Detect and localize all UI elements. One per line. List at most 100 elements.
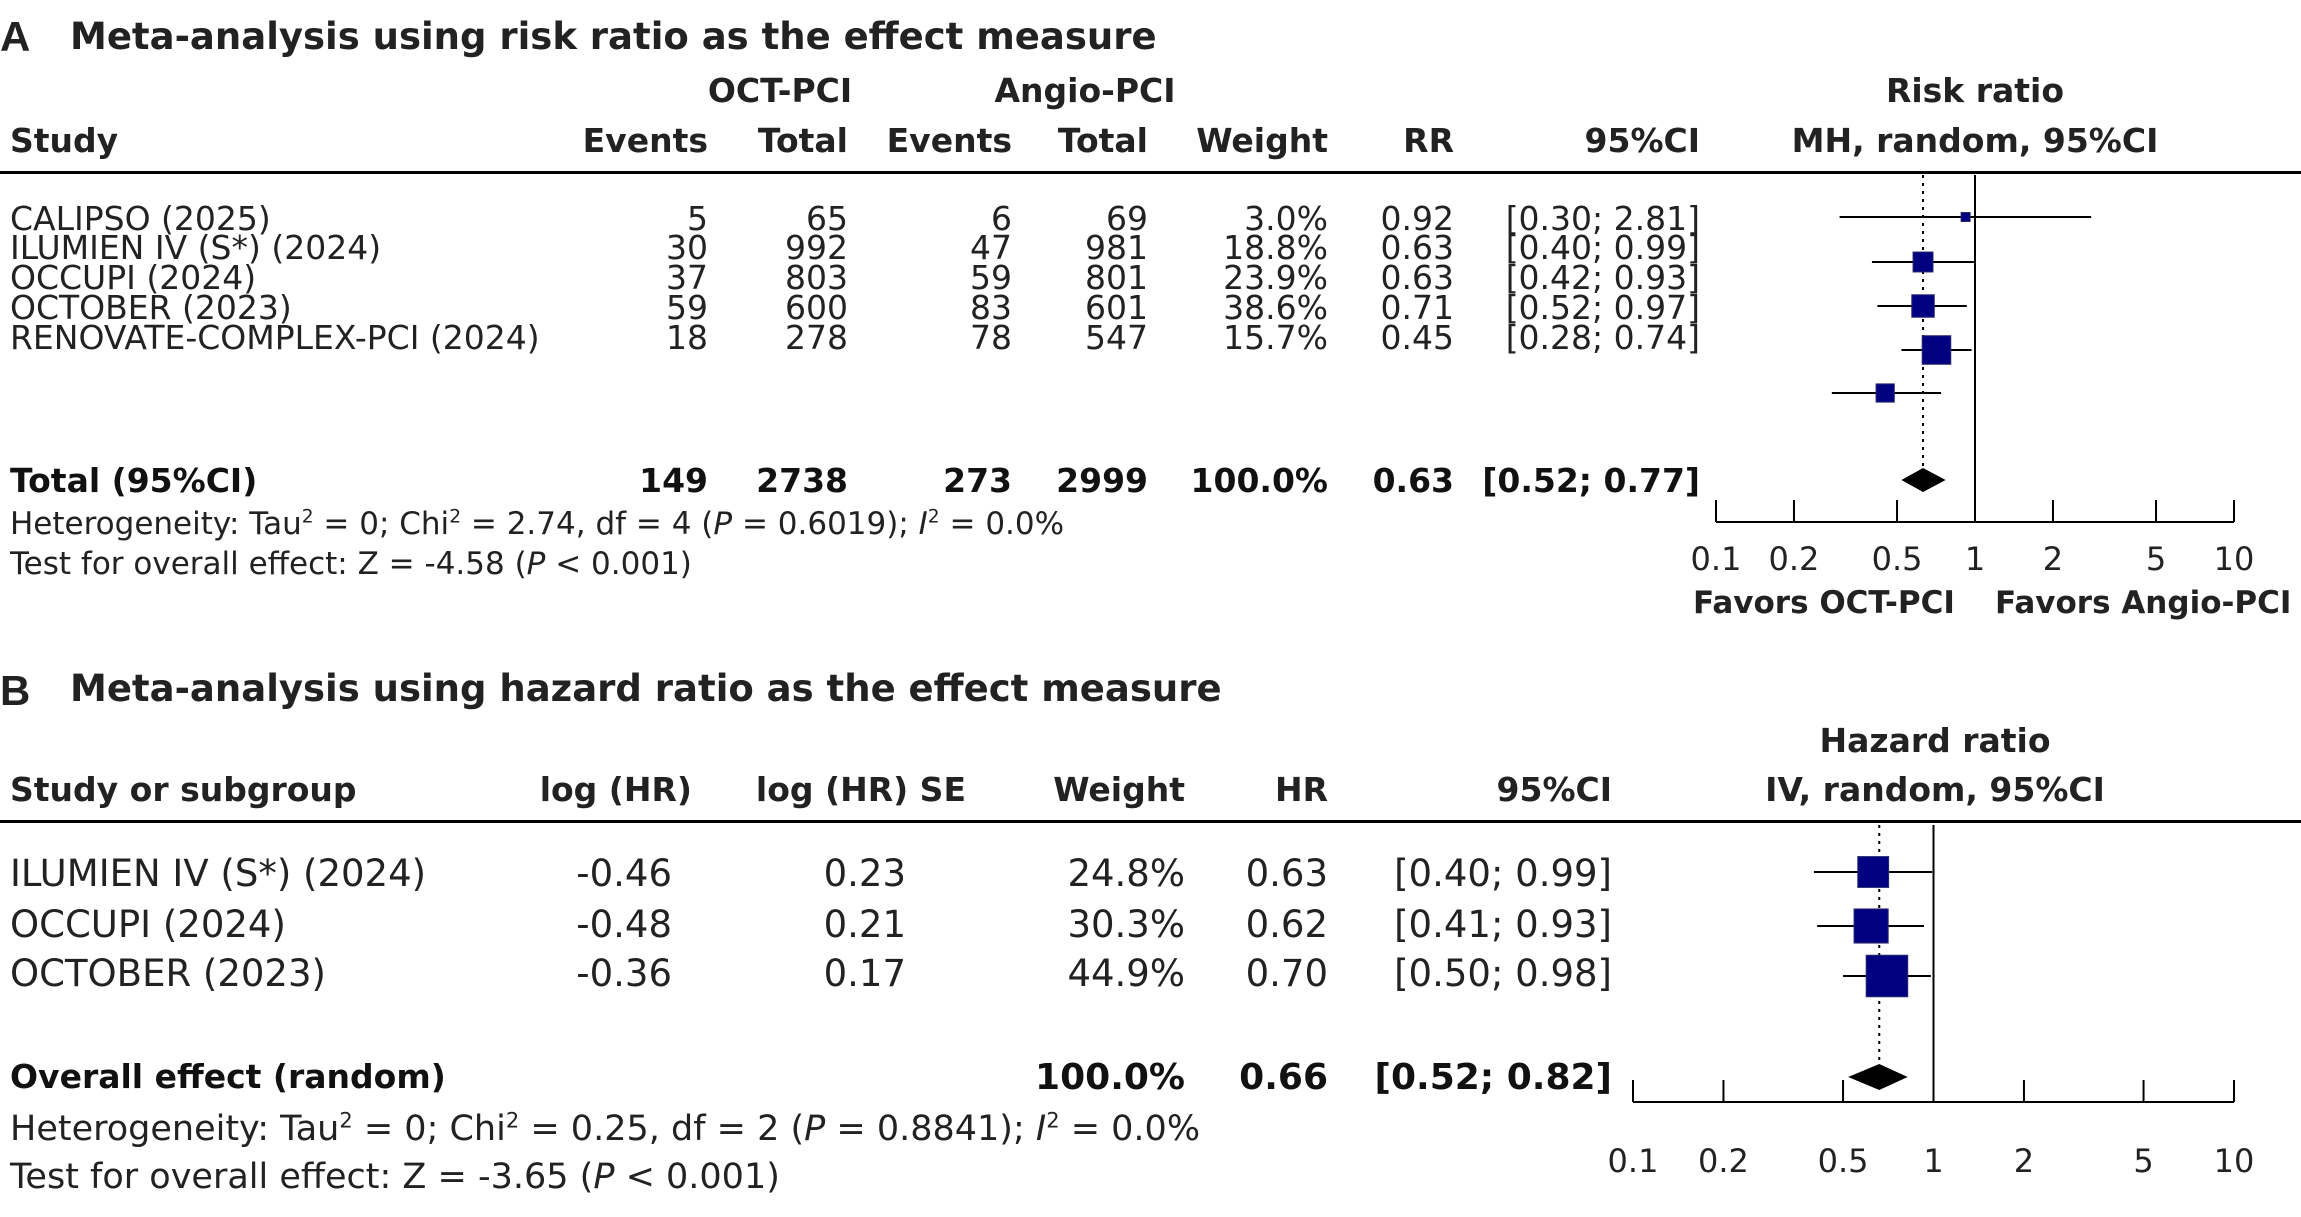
- x-tick-label: 1: [1965, 540, 1985, 578]
- weight-box: [1960, 212, 1971, 222]
- favors-left: Favors OCT-PCI: [1693, 585, 1955, 621]
- pooled-diamond: [1848, 1064, 1908, 1090]
- x-tick-label: 0.2: [1769, 540, 1820, 578]
- weight-box: [1912, 251, 1934, 273]
- study-name: OCCUPI (2024): [10, 258, 257, 297]
- header-b-se: log (HR) SE: [755, 770, 966, 809]
- events2-cell: 78: [970, 318, 1012, 357]
- ci-cell: [0.52; 0.97]: [1505, 288, 1700, 327]
- events2-cell: 6: [991, 199, 1012, 238]
- ci-cell: [0.40; 0.99]: [1505, 228, 1700, 267]
- plot-b-title: Hazard ratio: [1819, 721, 2051, 760]
- events2-cell: 47: [970, 228, 1012, 267]
- x-tick-label: 2: [2014, 1142, 2034, 1180]
- se-cell: 0.21: [823, 903, 906, 946]
- panel-b-title: Meta-analysis using hazard ratio as the …: [70, 667, 1222, 710]
- weight-box: [1857, 856, 1890, 888]
- total-ci: [0.52; 0.77]: [1482, 461, 1700, 500]
- header-study: Study: [10, 121, 119, 160]
- total1-cell: 278: [785, 318, 848, 357]
- ci-cell: [0.40; 0.99]: [1394, 852, 1612, 895]
- events2-cell: 83: [970, 288, 1012, 327]
- study-name: ILUMIEN IV (S*) (2024): [10, 852, 427, 895]
- x-tick-label: 10: [2214, 1142, 2255, 1180]
- hr-cell: 0.70: [1245, 952, 1328, 995]
- header-b-weight: Weight: [1053, 770, 1185, 809]
- total2-cell: 981: [1085, 228, 1148, 267]
- x-tick-label: 0.2: [1698, 1142, 1749, 1180]
- overall-b-weight: 100.0%: [1035, 1057, 1185, 1098]
- header-events2: Events: [886, 121, 1012, 160]
- header-group1: OCT-PCI: [707, 71, 853, 110]
- rr-cell: 0.92: [1380, 199, 1454, 238]
- ci-cell: [0.30; 2.81]: [1505, 199, 1700, 238]
- weight-cell: 38.6%: [1223, 288, 1328, 327]
- panel-a-overall-test: Test for overall effect: Z = -4.58 (P < …: [10, 546, 692, 582]
- total1-cell: 992: [785, 228, 848, 267]
- panel-b-heterogeneity: Heterogeneity: Tau2 = 0; Chi2 = 0.25, df…: [10, 1108, 1201, 1149]
- se-cell: 0.17: [823, 952, 906, 995]
- study-name: OCCUPI (2024): [10, 903, 286, 946]
- ci-cell: [0.50; 0.98]: [1394, 952, 1612, 995]
- weight-box: [1865, 954, 1909, 998]
- weight-box: [1875, 383, 1895, 403]
- rr-cell: 0.71: [1380, 288, 1454, 327]
- header-ci: 95%CI: [1584, 121, 1700, 160]
- x-tick-label: 0.5: [1872, 540, 1923, 578]
- plot-a-title: Risk ratio: [1885, 71, 2065, 110]
- events1-cell: 30: [666, 228, 708, 267]
- total-events1: 149: [639, 461, 708, 500]
- hr-cell: 0.62: [1245, 903, 1328, 946]
- header-b-ci: 95%CI: [1496, 770, 1612, 809]
- total1-cell: 600: [785, 288, 848, 327]
- header-b-loghr: log (HR): [539, 770, 692, 809]
- x-tick-label: 10: [2214, 540, 2255, 578]
- total-total2: 2999: [1056, 461, 1148, 500]
- study-name: ILUMIEN IV (S*) (2024): [10, 228, 382, 267]
- header-weight: Weight: [1196, 121, 1328, 160]
- weight-cell: 24.8%: [1067, 852, 1185, 895]
- panel-a-heterogeneity: Heterogeneity: Tau2 = 0; Chi2 = 2.74, df…: [10, 506, 1065, 542]
- total2-cell: 69: [1106, 199, 1148, 238]
- loghr-cell: -0.46: [576, 852, 672, 895]
- ci-cell: [0.41; 0.93]: [1394, 903, 1612, 946]
- header-total1: Total: [757, 121, 848, 160]
- total2-cell: 547: [1085, 318, 1148, 357]
- events1-cell: 59: [666, 288, 708, 327]
- weight-cell: 44.9%: [1067, 952, 1185, 995]
- weight-box: [1921, 335, 1952, 365]
- events2-cell: 59: [970, 258, 1012, 297]
- loghr-cell: -0.48: [576, 903, 672, 946]
- x-tick-label: 0.1: [1608, 1142, 1659, 1180]
- plot-b-subtitle: IV, random, 95%CI: [1765, 770, 2105, 809]
- panel-a-letter: A: [0, 13, 31, 60]
- study-name: CALIPSO (2025): [10, 199, 271, 238]
- study-name: OCTOBER (2023): [10, 288, 292, 327]
- panel-a-title: Meta-analysis using risk ratio as the ef…: [70, 15, 1157, 58]
- rr-cell: 0.63: [1380, 258, 1454, 297]
- weight-box: [1911, 294, 1935, 318]
- header-rr: RR: [1403, 121, 1454, 160]
- x-tick-label: 5: [2146, 540, 2166, 578]
- weight-cell: 15.7%: [1223, 318, 1328, 357]
- weight-box: [1853, 908, 1889, 944]
- x-tick-label: 5: [2133, 1142, 2153, 1180]
- x-tick-label: 0.5: [1818, 1142, 1869, 1180]
- panel-a-header-rule: [0, 171, 2301, 174]
- loghr-cell: -0.36: [576, 952, 672, 995]
- panel-b-header-rule: [0, 820, 2301, 823]
- weight-cell: 18.8%: [1223, 228, 1328, 267]
- weight-cell: 23.9%: [1223, 258, 1328, 297]
- header-events1: Events: [582, 121, 708, 160]
- overall-b-ci: [0.52; 0.82]: [1374, 1057, 1612, 1098]
- header-b-hr: HR: [1274, 770, 1328, 809]
- study-name: RENOVATE-COMPLEX-PCI (2024): [10, 318, 540, 357]
- rr-cell: 0.63: [1380, 228, 1454, 267]
- events1-cell: 5: [687, 199, 708, 238]
- study-name: OCTOBER (2023): [10, 952, 326, 995]
- hr-cell: 0.63: [1245, 852, 1328, 895]
- total1-cell: 65: [806, 199, 848, 238]
- total2-cell: 801: [1085, 258, 1148, 297]
- header-group2: Angio-PCI: [994, 71, 1176, 110]
